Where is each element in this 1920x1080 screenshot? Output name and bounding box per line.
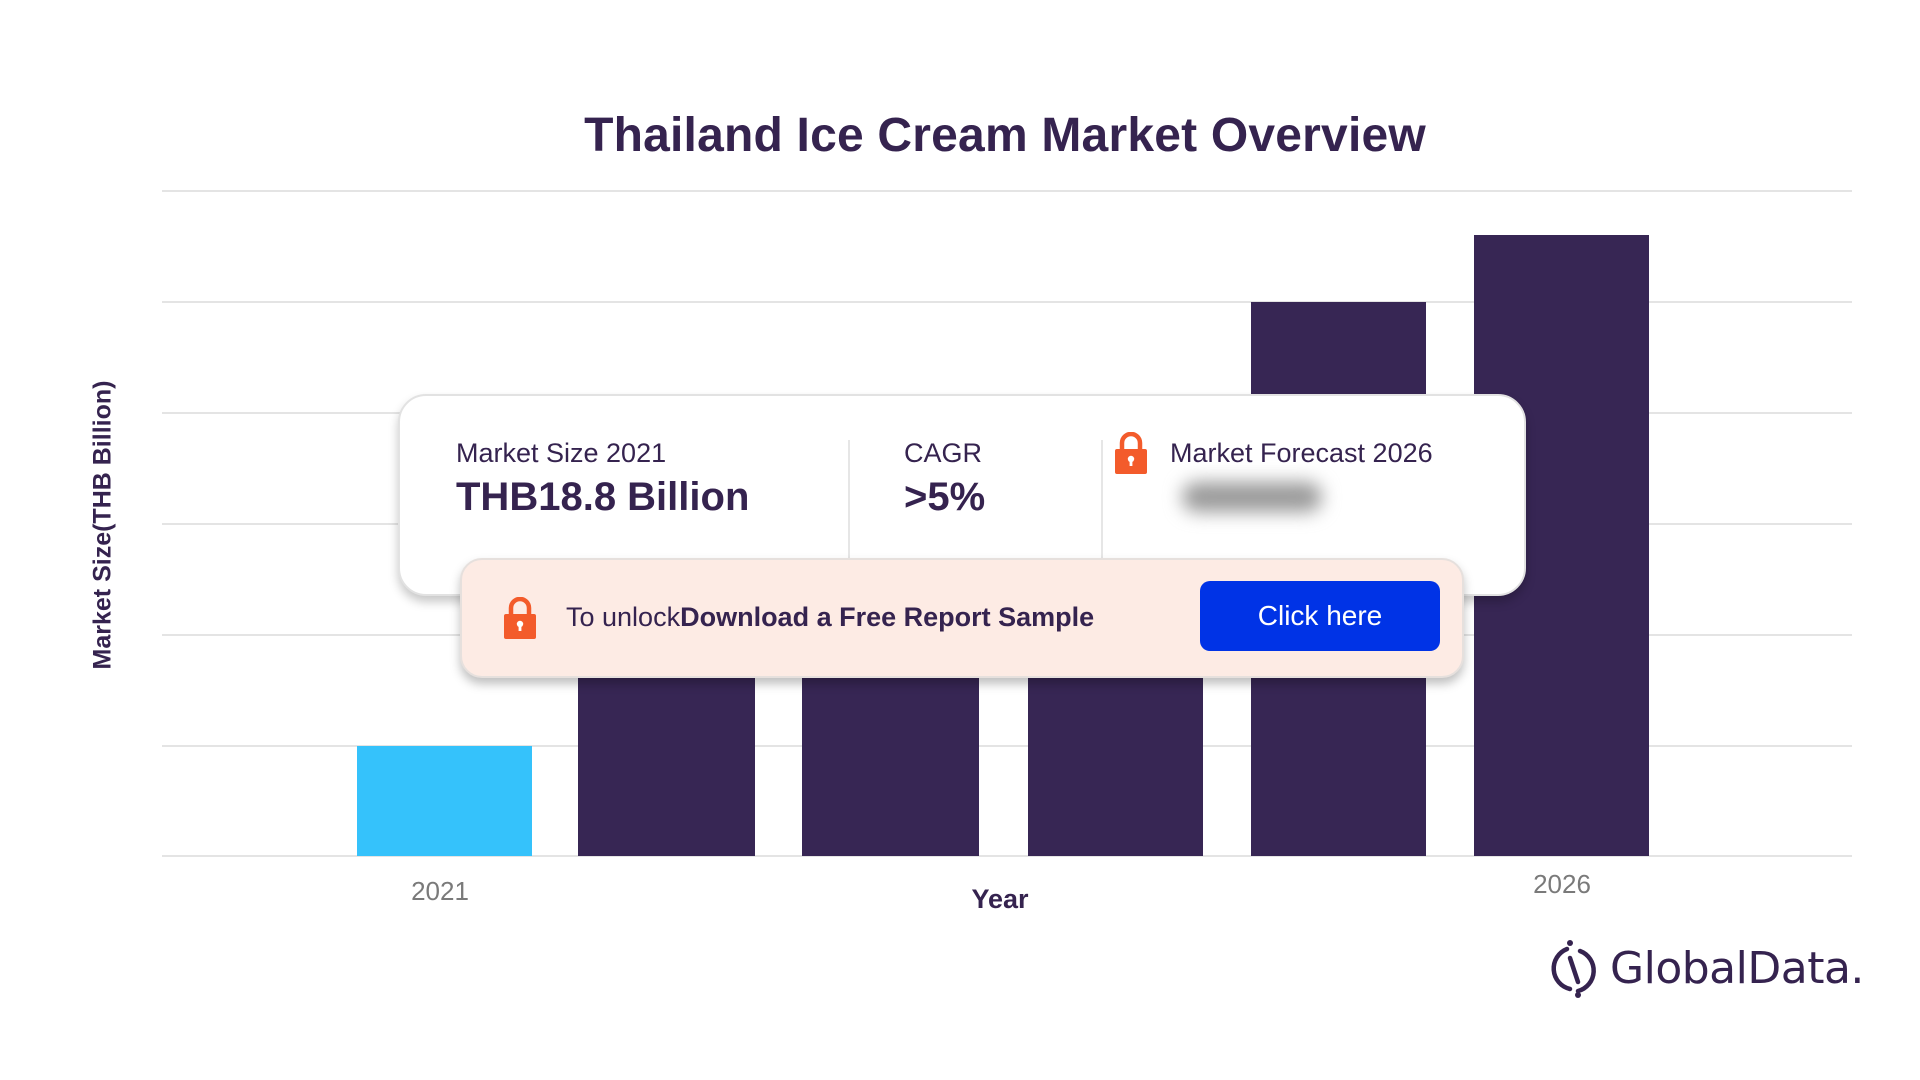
unlock-banner: To unlockDownload a Free Report Sample C…	[460, 558, 1464, 678]
unlock-message: To unlockDownload a Free Report Sample	[566, 602, 1094, 633]
lock-icon	[1115, 432, 1147, 474]
cagr-segment: CAGR >5%	[904, 438, 985, 520]
x-tick-2021: 2021	[411, 876, 469, 906]
bar-2021	[357, 746, 532, 856]
click-here-button[interactable]: Click here	[1200, 581, 1440, 651]
x-tick-2026: 2026	[1533, 869, 1591, 899]
globaldata-logo-icon	[1551, 940, 1596, 998]
cagr-value: >5%	[904, 475, 986, 519]
forecast-label: Market Forecast 2026	[1170, 438, 1433, 468]
baseline	[162, 855, 1852, 857]
y-axis-label: Market Size(THB Billion)	[88, 380, 117, 670]
forecast-segment: Market Forecast 2026	[1170, 438, 1433, 469]
divider	[848, 440, 850, 600]
x-axis-label: Year	[971, 884, 1029, 914]
chart-title: Thailand Ice Cream Market Overview	[584, 109, 1426, 162]
gridline	[162, 301, 1852, 303]
gridline	[162, 745, 1852, 747]
download-sample-link[interactable]: Download a Free Report Sample	[680, 602, 1095, 632]
globaldata-wordmark: GlobalData.	[1610, 942, 1864, 994]
forecast-value-blurred	[1182, 482, 1322, 512]
market-size-label: Market Size 2021	[456, 438, 667, 468]
gridline	[162, 190, 1852, 192]
divider	[1101, 440, 1103, 600]
globaldata-logo: GlobalData.	[1548, 938, 1864, 998]
lock-icon	[504, 597, 536, 639]
market-size-value: THB18.8 Billion	[456, 475, 750, 519]
cagr-label: CAGR	[904, 438, 983, 468]
unlock-prefix: To unlock	[566, 602, 681, 632]
market-size-segment: Market Size 2021 THB18.8 Billion	[456, 438, 749, 520]
